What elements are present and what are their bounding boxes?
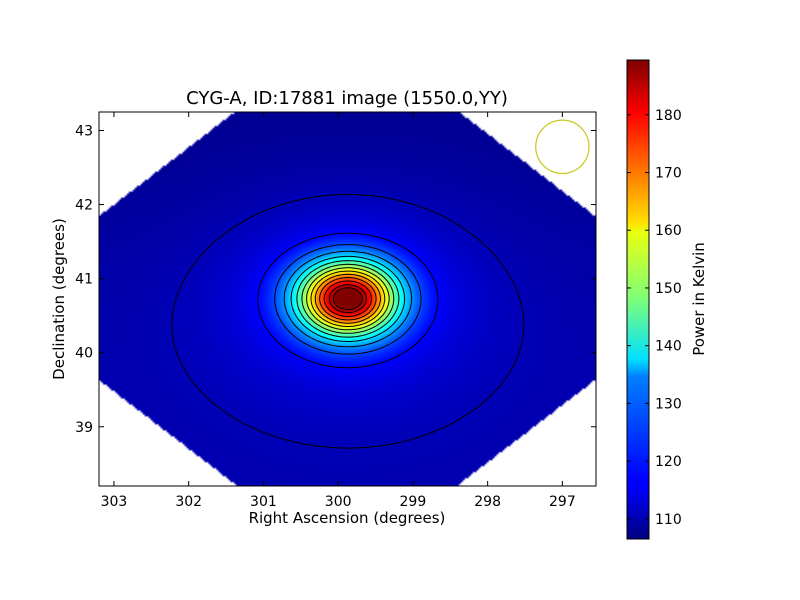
y-tick-label: 43 <box>75 124 93 140</box>
contour-level-1 <box>257 232 439 369</box>
beam-circle <box>535 119 590 175</box>
colorbar-tick-label: 160 <box>655 223 682 239</box>
contour-level-9 <box>314 273 381 324</box>
y-tick-label: 41 <box>75 272 93 288</box>
contour-level-0 <box>171 194 525 449</box>
colorbar-ticks: 110 120 130 140 150 160 170 180 <box>627 108 682 528</box>
contour-level-11 <box>323 280 372 317</box>
contour-level-7 <box>306 267 390 331</box>
colorbar-tick-label: 120 <box>655 454 682 470</box>
contour-level-6 <box>301 263 395 334</box>
contour-level-4 <box>290 255 406 342</box>
contour-level-8 <box>310 270 386 327</box>
x-axis-ticks: 303 302 301 300 299 298 297 <box>101 112 576 510</box>
x-tick-label: 302 <box>175 494 202 510</box>
contour-level-10 <box>319 277 377 321</box>
colorbar-tick-label: 150 <box>655 281 682 297</box>
colorbar-label: Power in Kelvin <box>690 242 708 356</box>
contour-level-13 <box>332 287 363 311</box>
plot-area: 303 302 301 300 299 298 297 39 40 41 42 43 <box>75 111 597 510</box>
contour-level-12 <box>328 284 367 314</box>
chart-title: CYG-A, ID:17881 image (1550.0,YY) <box>186 88 508 109</box>
contour-level-5 <box>296 260 400 338</box>
contour-level-2 <box>274 244 422 355</box>
colorbar-tick-label: 140 <box>655 339 682 355</box>
x-tick-label: 297 <box>549 494 576 510</box>
colorbar-gradient <box>626 59 650 540</box>
y-tick-label: 42 <box>75 198 93 214</box>
colorbar-tick-label: 110 <box>655 512 682 528</box>
contour-level-3 <box>283 250 413 348</box>
colorbar-tick-label: 170 <box>655 166 682 182</box>
heatmap-image <box>99 112 596 486</box>
colorbar-tick-label: 130 <box>655 396 682 412</box>
x-tick-label: 303 <box>101 494 128 510</box>
plot-frame <box>98 111 597 487</box>
x-tick-label: 301 <box>250 494 277 510</box>
y-tick-label: 40 <box>75 346 93 362</box>
contour-lines <box>171 194 525 449</box>
colorbar-tick-label: 180 <box>655 108 682 124</box>
colorbar: 110 120 130 140 150 160 170 180 Power in Kelvin <box>626 59 708 540</box>
x-tick-label: 298 <box>474 494 501 510</box>
y-axis-label: Declination (degrees) <box>50 218 68 380</box>
y-axis-ticks: 39 40 41 42 43 <box>75 124 596 436</box>
x-tick-label: 300 <box>325 494 352 510</box>
x-tick-label: 299 <box>400 494 427 510</box>
x-axis-label: Right Ascension (degrees) <box>249 509 446 527</box>
y-tick-label: 39 <box>75 420 93 436</box>
